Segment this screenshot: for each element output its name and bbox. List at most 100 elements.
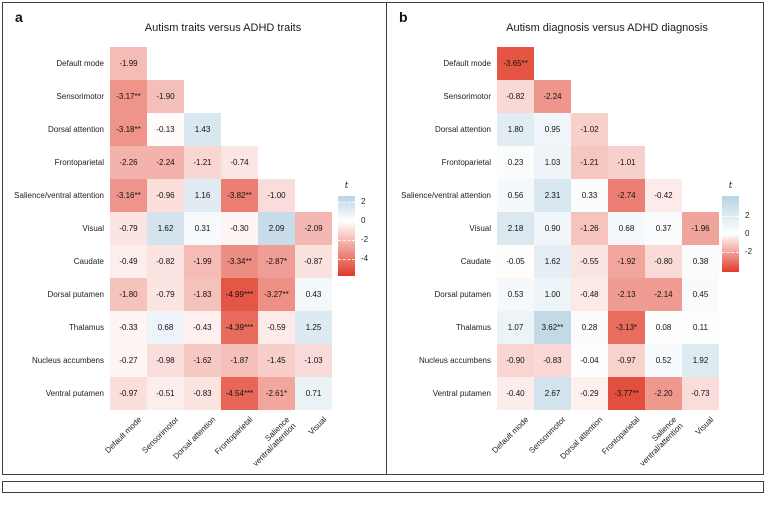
row-label: Dorsal attention <box>47 125 104 134</box>
panel-b-title: Autism diagnosis versus ADHD diagnosis <box>506 22 708 34</box>
heatmap-cell: 1.07 <box>497 311 534 344</box>
heatmap-cell: 2.31 <box>534 179 571 212</box>
row-label: Dorsal putamen <box>47 290 104 299</box>
heatmap-cell: -1.62 <box>184 344 221 377</box>
heatmap-cell: -0.51 <box>147 377 184 410</box>
row-label: Dorsal putamen <box>434 290 491 299</box>
heatmap-cell: -2.09 <box>295 212 332 245</box>
heatmap-cell: 0.37 <box>645 212 682 245</box>
row-label: Salience/ventral attention <box>401 191 491 200</box>
heatmap-cell: 0.31 <box>184 212 221 245</box>
heatmap-cell: -3.82** <box>221 179 258 212</box>
panel-b-label: b <box>399 9 408 25</box>
heatmap-cell: -0.27 <box>110 344 147 377</box>
heatmap-cell: -2.20 <box>645 377 682 410</box>
heatmap-cell: 2.18 <box>497 212 534 245</box>
heatmap-cell: -0.73 <box>682 377 719 410</box>
heatmap-cell: 0.90 <box>534 212 571 245</box>
heatmap-cell: -2.14 <box>645 278 682 311</box>
heatmap-cell: -0.30 <box>221 212 258 245</box>
heatmap-cell: -1.00 <box>258 179 295 212</box>
heatmap-cell: -1.83 <box>184 278 221 311</box>
panel-a-title: Autism traits versus ADHD traits <box>144 22 302 34</box>
heatmap-cell: -1.90 <box>147 80 184 113</box>
heatmap-cell: -1.21 <box>184 146 221 179</box>
row-label: Sensorimotor <box>443 92 491 101</box>
heatmap-cell: 0.95 <box>534 113 571 146</box>
heatmap-cell: -1.92 <box>608 245 645 278</box>
row-label: Salience/ventral attention <box>14 191 104 200</box>
heatmap-cell: 1.25 <box>295 311 332 344</box>
colorbar-tick-dash <box>338 239 355 241</box>
heatmap-cell: -0.59 <box>258 311 295 344</box>
row-label: Visual <box>82 224 104 233</box>
heatmap-cell: 0.38 <box>682 245 719 278</box>
heatmap-cell: -0.97 <box>608 344 645 377</box>
heatmap-cell: -3.17** <box>110 80 147 113</box>
row-label: Default mode <box>56 59 104 68</box>
heatmap-cell: -2.13 <box>608 278 645 311</box>
heatmap-cell: 2.09 <box>258 212 295 245</box>
heatmap-cell: -0.40 <box>497 377 534 410</box>
colorbar-title: t <box>728 181 733 191</box>
heatmap-cell: -0.97 <box>110 377 147 410</box>
heatmap-cell: 1.43 <box>184 113 221 146</box>
heatmap-cell: -4.39*** <box>221 311 258 344</box>
row-label: Dorsal attention <box>434 125 491 134</box>
heatmap-cell: 1.92 <box>682 344 719 377</box>
heatmap-cell: -3.13* <box>608 311 645 344</box>
heatmap-cell: -1.21 <box>571 146 608 179</box>
colorbar-tick-label: 0 <box>361 215 366 225</box>
heatmap-cell: -2.74 <box>608 179 645 212</box>
heatmap-cell: -2.87* <box>258 245 295 278</box>
heatmap-cell: -1.01 <box>608 146 645 179</box>
heatmap-cell: -3.16** <box>110 179 147 212</box>
row-label: Default mode <box>443 59 491 68</box>
heatmap-cell: -4.99*** <box>221 278 258 311</box>
colorbar-tick-label: -2 <box>361 234 369 244</box>
heatmap-cell: -1.45 <box>258 344 295 377</box>
colorbar <box>722 196 739 272</box>
row-label: Frontoparietal <box>441 158 491 167</box>
row-label: Frontoparietal <box>54 158 104 167</box>
heatmap-cell: -0.79 <box>110 212 147 245</box>
heatmap-cell: -2.24 <box>534 80 571 113</box>
heatmap-cell: 0.43 <box>295 278 332 311</box>
row-label: Nucleus accumbens <box>418 356 491 365</box>
heatmap-cell: -0.33 <box>110 311 147 344</box>
heatmap-cell: -0.82 <box>147 245 184 278</box>
heatmap-cell: 1.00 <box>534 278 571 311</box>
heatmap-cell: 1.62 <box>147 212 184 245</box>
heatmap-cell: -1.87 <box>221 344 258 377</box>
row-label: Sensorimotor <box>56 92 104 101</box>
colorbar-tick-label: -2 <box>745 247 753 257</box>
row-label: Ventral putamen <box>432 389 491 398</box>
colorbar <box>338 196 355 276</box>
heatmap-cell: -2.24 <box>147 146 184 179</box>
heatmap-cell: -1.96 <box>682 212 719 245</box>
heatmap-cell: -1.03 <box>295 344 332 377</box>
heatmap-cell: -2.26 <box>110 146 147 179</box>
heatmap-cell: -0.55 <box>571 245 608 278</box>
heatmap-cell: -0.82 <box>497 80 534 113</box>
heatmap-cell: -0.42 <box>645 179 682 212</box>
colorbar-tick-dash <box>722 252 739 254</box>
heatmap-cell: 0.33 <box>571 179 608 212</box>
colorbar-tick-dash <box>722 234 739 235</box>
heatmap-cell: -0.43 <box>184 311 221 344</box>
panel-a-label: a <box>15 9 23 25</box>
figure-frame: a Autism traits versus ADHD traits Defau… <box>2 2 764 475</box>
heatmap-cell: -3.27** <box>258 278 295 311</box>
heatmap-cell: -0.87 <box>295 245 332 278</box>
heatmap-cell: -3.18** <box>110 113 147 146</box>
colorbar-tick-dash <box>338 220 355 222</box>
row-label: Visual <box>469 224 491 233</box>
heatmap-cell: -3.65** <box>497 47 534 80</box>
panel-b: b Autism diagnosis versus ADHD diagnosis… <box>387 3 763 474</box>
heatmap-cell: -0.74 <box>221 146 258 179</box>
heatmap-cell: 0.11 <box>682 311 719 344</box>
heatmap-cell: -3.77** <box>608 377 645 410</box>
next-figure-top-edge <box>2 481 764 493</box>
colorbar-tick-dash <box>338 258 355 260</box>
heatmap-cell: -1.02 <box>571 113 608 146</box>
